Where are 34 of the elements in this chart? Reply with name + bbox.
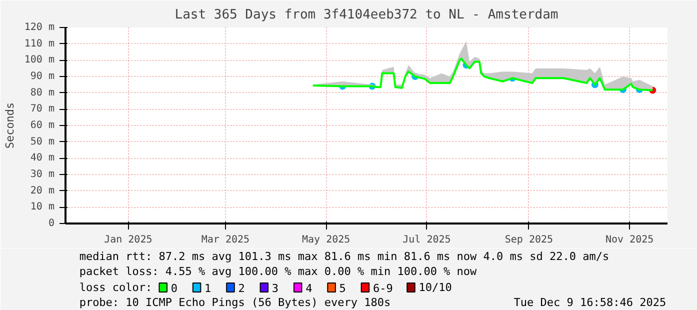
chart-title: Last 365 Days from 3f4104eeb372 to NL - Amsterdam [174,8,558,22]
legend-label: 5 [339,282,346,295]
text: packet loss: 4.55 % avg 100.00 % max 0.00 % min 100.00 % now [79,265,478,278]
y-axis-title: Seconds [3,102,16,149]
y-tick-label: 110 m [24,38,55,50]
text: Tue Dec 9 16:58:46 2025 [514,296,666,309]
text: median rtt: 87.2 ms avg 101.3 ms max 81.6 ms min 81.6 ms now 4.0 ms sd 22.0 am/s [79,250,610,263]
y-tick-label: 100 m [24,54,55,66]
y-tick-label: 0 [48,218,55,229]
y-tick-label: 120 m [24,22,55,33]
x-tick-label: Jul 2025 [402,234,451,246]
text: probe: 10 ICMP Echo Pings (56 Bytes) every 180s [79,296,391,309]
y-tick-label: 70 m [30,104,55,115]
y-tick-label: 30 m [30,169,55,180]
legend-label: 0 [170,282,178,295]
legend-label: 10/10 [418,281,452,294]
x-tick-label: Sep 2025 [504,234,554,246]
legend-label: 6-9 [372,282,393,295]
y-tick-label: 40 m [30,152,55,164]
y-tick-label: 80 m [30,87,55,98]
y-tick-label: 90 m [30,71,55,82]
y-tick-label: 20 m [30,185,55,196]
legend-label: 4 [306,282,313,295]
x-tick-label: Mar 2025 [201,234,250,246]
y-tick-label: 60 m [30,120,55,131]
legend-label: 1 [204,282,212,295]
legend-title: loss color: [79,281,152,294]
x-tick-label: Nov 2025 [605,234,654,246]
legend-label: 2 [238,282,245,295]
x-tick-label: Jan 2025 [104,234,152,246]
y-tick-label: 50 m [30,136,55,148]
x-tick-label: May 2025 [302,234,350,246]
legend-label: 3 [272,282,279,295]
y-tick-label: 10 m [30,202,55,213]
